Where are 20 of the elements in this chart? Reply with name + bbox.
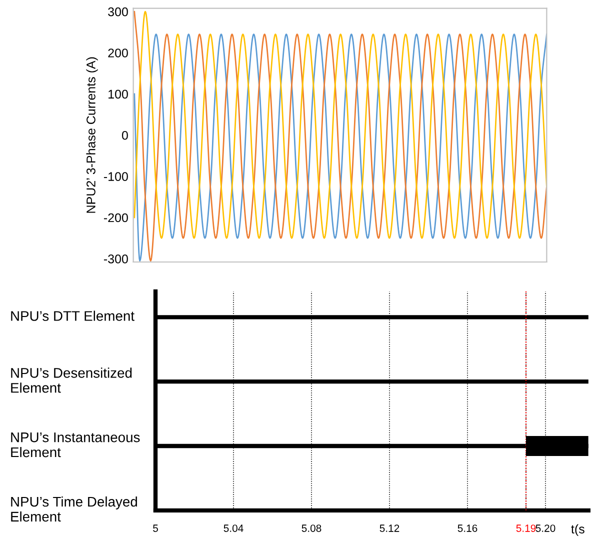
y-tick-label: NPU’s Time Delayed Element <box>11 496 137 522</box>
x-tick-label: 5.16 <box>458 524 478 532</box>
y-tick-label: -200 <box>104 213 128 222</box>
y-tick-label: NPU’s Desensitized Element <box>11 368 132 393</box>
y-tick-label: NPU’s Instantaneous Element <box>11 432 140 458</box>
y-tick-label: NPU’s DTT Element <box>11 310 134 321</box>
y-tick-label: 0 <box>122 130 128 140</box>
y-tick-label: 300 <box>108 7 128 16</box>
x-tick-label: 5.12 <box>380 524 400 532</box>
y-tick-label: -300 <box>104 254 128 264</box>
y-tick-label: 100 <box>108 90 128 99</box>
x-tick-label: 5.20 <box>536 524 556 532</box>
x-tick-label: 5.19 <box>516 524 536 532</box>
x-tick-label: 5 <box>153 524 158 532</box>
x-axis-title: t(s <box>571 524 584 536</box>
x-tick-label: 5.04 <box>224 524 244 532</box>
x-tick-label: 5.08 <box>302 524 322 532</box>
y-axis-title: NPU2’ 3-Phase Currents (A) <box>86 57 98 213</box>
y-tick-label: 200 <box>108 48 128 58</box>
y-tick-label: -100 <box>104 172 128 181</box>
